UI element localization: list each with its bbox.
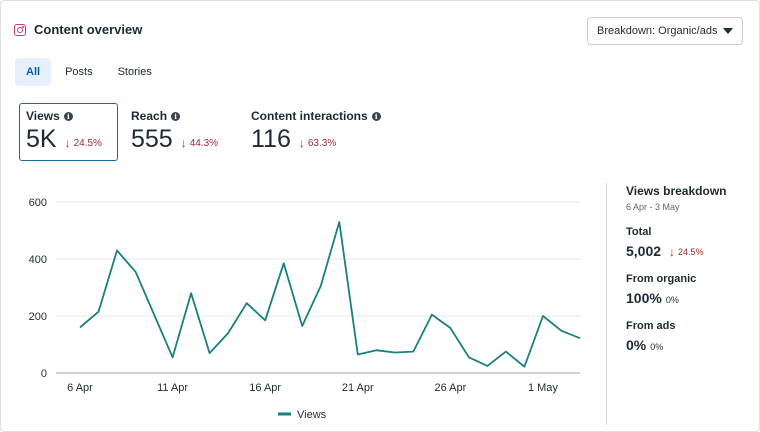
arrow-down-icon: ↓ — [180, 136, 187, 150]
metric-value: 555 — [131, 125, 173, 153]
metric-change-value: 24.5% — [73, 137, 102, 149]
tab-all[interactable]: All — [15, 58, 52, 86]
panel-divider — [606, 183, 607, 425]
metric-change: ↓ 44.3% — [181, 137, 218, 149]
ads-block: From ads 0% 0% — [626, 320, 754, 353]
x-tick-label: 16 Apr — [249, 382, 281, 394]
arrow-down-icon: ↓ — [298, 136, 305, 150]
views-breakdown-panel: Views breakdown 6 Apr - 3 May Total 5,00… — [626, 184, 754, 353]
breakdown-dropdown-label: Breakdown: Organic/ads — [597, 25, 718, 37]
y-tick-label: 0 — [41, 368, 47, 380]
tab-posts[interactable]: Posts — [65, 66, 93, 78]
info-icon[interactable]: i — [171, 111, 181, 121]
metric-value: 116 — [251, 125, 291, 153]
organic-pct: 0% — [665, 295, 679, 305]
x-tick-label: 1 May — [528, 382, 558, 394]
tab-stories[interactable]: Stories — [117, 66, 152, 78]
organic-block: From organic 100% 0% — [626, 273, 754, 306]
metric-change-value: 63.3% — [307, 137, 337, 149]
metric-card-content-interactions[interactable]: Content interactions i 116 ↓ 63.3% — [251, 103, 411, 161]
x-tick-label: 11 Apr — [157, 382, 188, 394]
total-change-value: 24.5% — [678, 247, 704, 257]
legend-label: Views — [297, 409, 327, 421]
views-series-line — [79, 221, 581, 368]
organic-label: From organic — [626, 273, 697, 285]
ads-value: 0% — [626, 337, 647, 353]
caret-down-icon — [723, 28, 733, 34]
card-title: Content overview — [34, 22, 143, 37]
instagram-icon — [14, 23, 26, 36]
info-icon[interactable]: i — [371, 111, 381, 121]
arrow-down-icon: ↓ — [669, 245, 676, 259]
content-type-tabs: All Posts Stories — [15, 58, 166, 86]
metric-label: Content interactions — [251, 109, 368, 123]
x-tick-label: 26 Apr — [434, 382, 466, 394]
metric-change-value: 44.3% — [189, 137, 219, 149]
total-value: 5,002 — [626, 243, 662, 259]
card-header: Content overview — [14, 22, 142, 37]
ads-pct: 0% — [650, 342, 664, 352]
info-icon[interactable]: i — [63, 111, 73, 121]
total-change: ↓ 24.5% — [669, 246, 704, 258]
ads-label: From ads — [626, 320, 676, 332]
x-tick-label: 6 Apr — [67, 382, 93, 394]
organic-value: 100% — [626, 290, 662, 306]
metric-value: 5K — [26, 125, 57, 153]
views-line-chart[interactable]: 0 200 400 600 6 Apr 11 Apr 16 Apr 21 Apr 26 Apr 1… — [0, 180, 600, 430]
metric-change: ↓ 63.3% — [299, 137, 336, 149]
panel-title: Views breakdown — [626, 184, 727, 198]
y-tick-label: 200 — [29, 311, 47, 323]
metric-card-reach[interactable]: Reach i 555 ↓ 44.3% — [131, 103, 241, 161]
metric-change: ↓ 24.5% — [65, 137, 102, 149]
breakdown-dropdown[interactable]: Breakdown: Organic/ads — [587, 17, 743, 45]
y-tick-label: 400 — [29, 254, 47, 266]
metric-label: Reach — [131, 109, 168, 123]
x-tick-label: 21 Apr — [342, 382, 374, 394]
metric-label: Views — [26, 109, 60, 123]
total-block: Total 5,002 ↓ 24.5% — [626, 226, 754, 259]
y-tick-label: 600 — [29, 197, 47, 209]
arrow-down-icon: ↓ — [64, 136, 71, 150]
date-range: 6 Apr - 3 May — [626, 202, 680, 212]
total-label: Total — [626, 226, 652, 238]
metric-card-views[interactable]: Views i 5K ↓ 24.5% — [19, 103, 118, 161]
